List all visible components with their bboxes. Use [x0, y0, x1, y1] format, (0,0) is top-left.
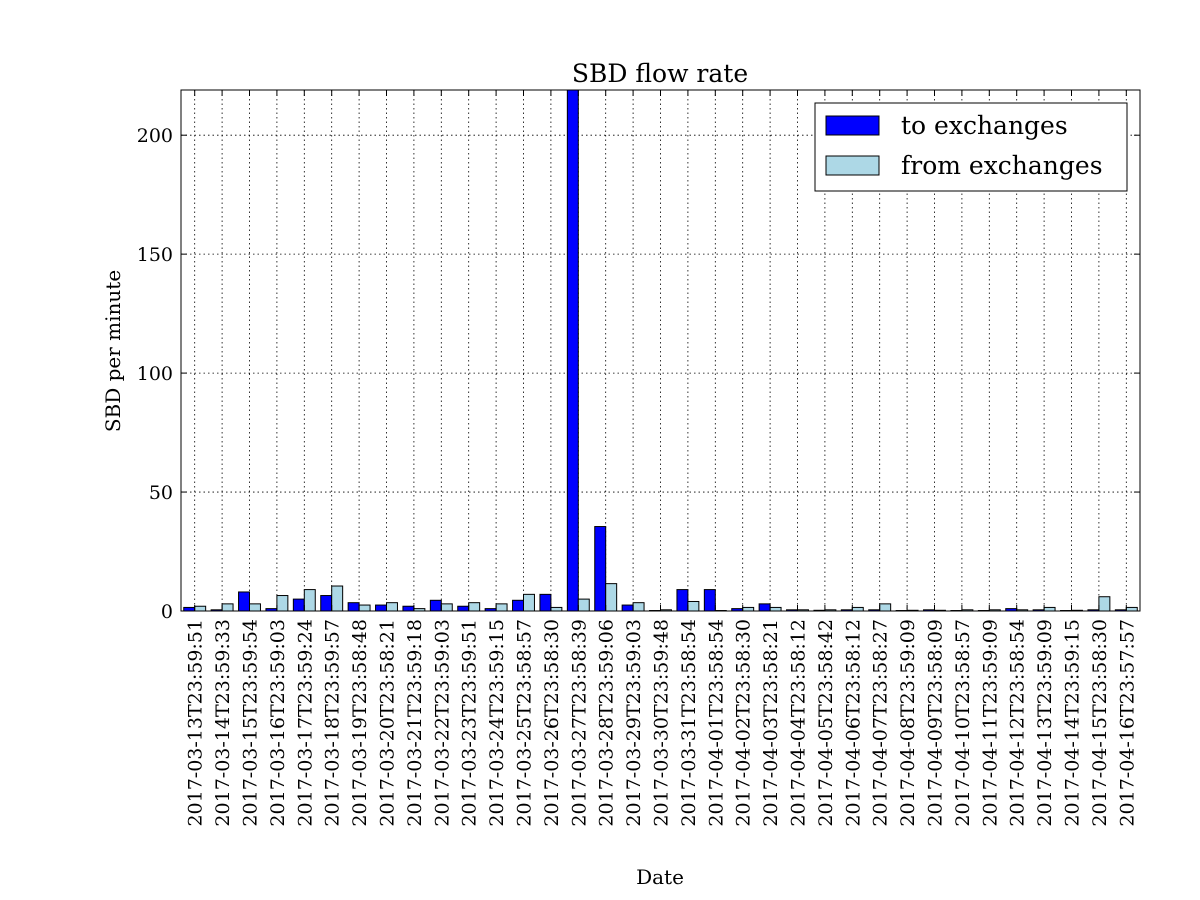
axis-ticks	[181, 90, 1140, 612]
x-tick-label: 2017-03-28T23:59:06	[596, 619, 618, 827]
bar-from-exchanges	[440, 603, 453, 612]
x-tick-label: 2017-03-21T23:59:18	[404, 619, 426, 827]
bar-to-exchanges	[183, 606, 196, 612]
bar-from-exchanges	[1125, 606, 1138, 612]
bar-from-exchanges	[386, 602, 398, 612]
x-tick-label: 2017-03-31T23:58:54	[678, 619, 700, 827]
x-tick-label: 2017-04-07T23:58:27	[870, 619, 892, 827]
bar-to-exchanges	[758, 603, 771, 612]
x-tick-label: 2017-03-29T23:59:03	[623, 619, 645, 827]
x-tick-label: 2017-03-19T23:58:48	[349, 619, 371, 827]
bar-to-exchanges	[292, 598, 305, 612]
bar-from-exchanges	[358, 604, 371, 612]
bar-to-exchanges	[703, 589, 716, 612]
bar-from-exchanges	[851, 606, 864, 612]
x-tick-label: 2017-03-24T23:59:15	[486, 619, 508, 827]
bar-to-exchanges	[429, 599, 442, 612]
bar-from-exchanges	[249, 603, 261, 612]
chart-title: SBD flow rate	[572, 59, 748, 88]
bar-to-exchanges	[676, 589, 689, 612]
bar-from-exchanges	[605, 583, 618, 612]
x-tick-label: 2017-04-04T23:58:12	[788, 619, 810, 827]
x-tick-label: 2017-04-02T23:58:30	[733, 619, 755, 827]
x-tick-label: 2017-03-16T23:59:03	[267, 619, 289, 827]
bar-from-exchanges	[303, 589, 316, 612]
bar-from-exchanges	[1043, 606, 1056, 612]
x-tick-label: 2017-03-26T23:58:30	[541, 619, 563, 827]
bar-to-exchanges	[621, 604, 634, 612]
x-tick-label: 2017-03-22T23:59:03	[431, 619, 453, 827]
x-tick-label: 2017-03-13T23:59:51	[185, 619, 207, 827]
bar-from-exchanges	[742, 606, 755, 612]
bar-to-exchanges	[512, 599, 524, 612]
bar-from-exchanges	[331, 585, 344, 612]
bar-from-exchanges	[687, 600, 700, 612]
y-axis-label: SBD per minute	[101, 270, 125, 432]
x-tick-label: 2017-03-30T23:59:48	[651, 619, 673, 827]
legend-swatch-to-exchanges	[825, 115, 880, 136]
y-tick-label: 150	[137, 244, 173, 266]
y-tick-label: 50	[149, 482, 173, 504]
x-tick-label: 2017-04-11T23:59:09	[979, 619, 1001, 827]
bar-from-exchanges	[221, 603, 234, 612]
bar-to-exchanges	[402, 605, 415, 612]
bar-from-exchanges	[495, 603, 508, 612]
y-tick-label: 200	[137, 125, 173, 147]
bar-from-exchanges	[1098, 596, 1111, 612]
x-tick-label: 2017-04-15T23:58:30	[1089, 619, 1111, 827]
bar-from-exchanges	[276, 595, 289, 612]
legend: to exchanges from exchanges	[814, 102, 1128, 192]
legend-label-to-exchanges: to exchanges	[901, 111, 1068, 140]
y-tick-label: 100	[137, 363, 173, 385]
bar-to-exchanges	[238, 591, 250, 612]
x-tick-label: 2017-04-13T23:59:09	[1034, 619, 1056, 827]
bar-to-exchanges	[457, 605, 470, 612]
x-tick-label: 2017-04-06T23:58:12	[842, 619, 864, 827]
bar-to-exchanges	[347, 602, 360, 612]
x-tick-label: 2017-03-25T23:58:57	[514, 619, 536, 827]
x-tick-label: 2017-04-16T23:57:57	[1116, 619, 1138, 827]
x-tick-label: 2017-03-15T23:59:54	[240, 619, 262, 827]
x-tick-label: 2017-04-08T23:59:09	[897, 619, 919, 827]
x-tick-label: 2017-04-10T23:58:57	[952, 619, 974, 827]
bar-from-exchanges	[468, 602, 481, 612]
bar-from-exchanges	[769, 606, 782, 612]
x-tick-label: 2017-04-09T23:58:09	[925, 619, 947, 827]
x-tick-label: 2017-03-20T23:58:21	[377, 619, 399, 827]
x-tick-label: 2017-04-03T23:58:21	[760, 619, 782, 827]
bar-to-exchanges	[375, 604, 388, 612]
bar-from-exchanges	[523, 593, 535, 612]
bar-to-exchanges	[566, 89, 579, 612]
legend-label-from-exchanges: from exchanges	[901, 151, 1103, 180]
x-tick-label: 2017-03-17T23:59:24	[294, 619, 316, 827]
x-tick-label: 2017-03-18T23:59:57	[322, 619, 344, 827]
legend-swatch-from-exchanges	[825, 155, 880, 176]
bar-from-exchanges	[879, 603, 892, 612]
x-tick-label: 2017-03-27T23:58:39	[568, 619, 590, 827]
bar-to-exchanges	[594, 526, 607, 612]
x-tick-label: 2017-03-14T23:59:33	[212, 619, 234, 827]
x-tick-label: 2017-04-05T23:58:42	[815, 619, 837, 827]
bar-from-exchanges	[194, 605, 207, 612]
x-tick-label: 2017-04-14T23:59:15	[1062, 619, 1084, 827]
bar-to-exchanges	[320, 595, 333, 612]
x-tick-label: 2017-04-12T23:58:54	[1007, 619, 1029, 827]
y-tick-label: 0	[161, 601, 173, 623]
bar-from-exchanges	[550, 606, 563, 612]
x-axis-label: Date	[636, 865, 684, 889]
x-tick-label: 2017-04-01T23:58:54	[705, 619, 727, 827]
x-tick-label: 2017-03-23T23:59:51	[459, 619, 481, 827]
bar-from-exchanges	[577, 598, 590, 612]
bar-to-exchanges	[539, 593, 552, 612]
bar-from-exchanges	[632, 602, 645, 612]
